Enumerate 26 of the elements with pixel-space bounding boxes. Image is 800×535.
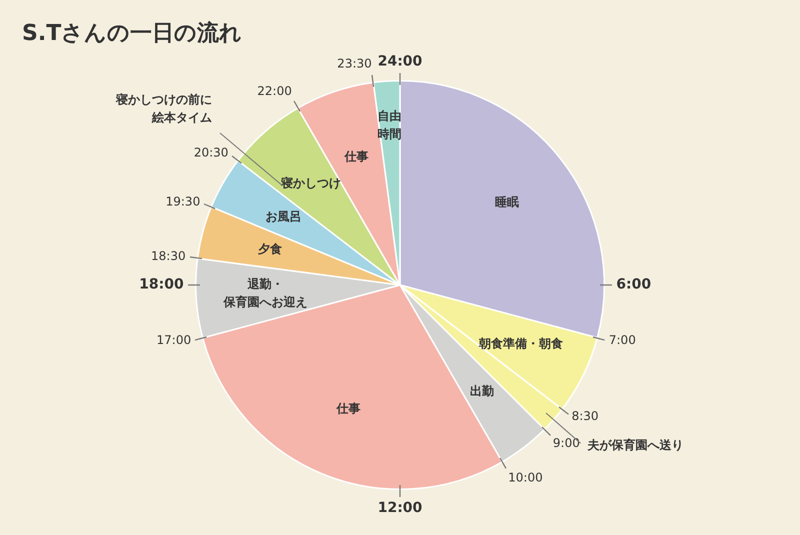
text: 7:00 <box>608 333 636 348</box>
text: 17:00 <box>156 333 192 348</box>
text: 6:00 <box>616 276 652 293</box>
slice-label: 出勤 <box>470 384 494 398</box>
text: 22:00 <box>257 84 292 98</box>
text: 20:30 <box>194 145 228 160</box>
text: 8:30 <box>572 408 599 423</box>
slice-label: 睡眠 <box>494 195 519 210</box>
chart-title: S.Tさんの一日の流れ <box>22 20 242 48</box>
slice-label: 寝かしつけ <box>280 176 342 190</box>
slice-label: 夫が保育園へ送り <box>586 438 684 452</box>
text: 18:00 <box>139 276 184 293</box>
slice-label: 夕食 <box>256 242 282 256</box>
text: 23:30 <box>337 56 372 71</box>
slice-label: 仕事 <box>344 149 369 164</box>
text: 12:00 <box>378 500 423 516</box>
slice-label: お風呂 <box>265 210 302 224</box>
slice-label: 仕事 <box>335 402 360 416</box>
text: 10:00 <box>508 470 543 484</box>
slice-label: 朝食準備・朝食 <box>478 336 563 351</box>
text: 18:30 <box>151 248 186 263</box>
text: 24:00 <box>378 53 423 70</box>
text: 19:30 <box>166 194 200 208</box>
text: 9:00 <box>552 436 580 450</box>
text: 寝かしつけの前に絵本タイム <box>115 92 212 124</box>
slice-label: 退勤・保育園へお迎え <box>222 276 308 309</box>
